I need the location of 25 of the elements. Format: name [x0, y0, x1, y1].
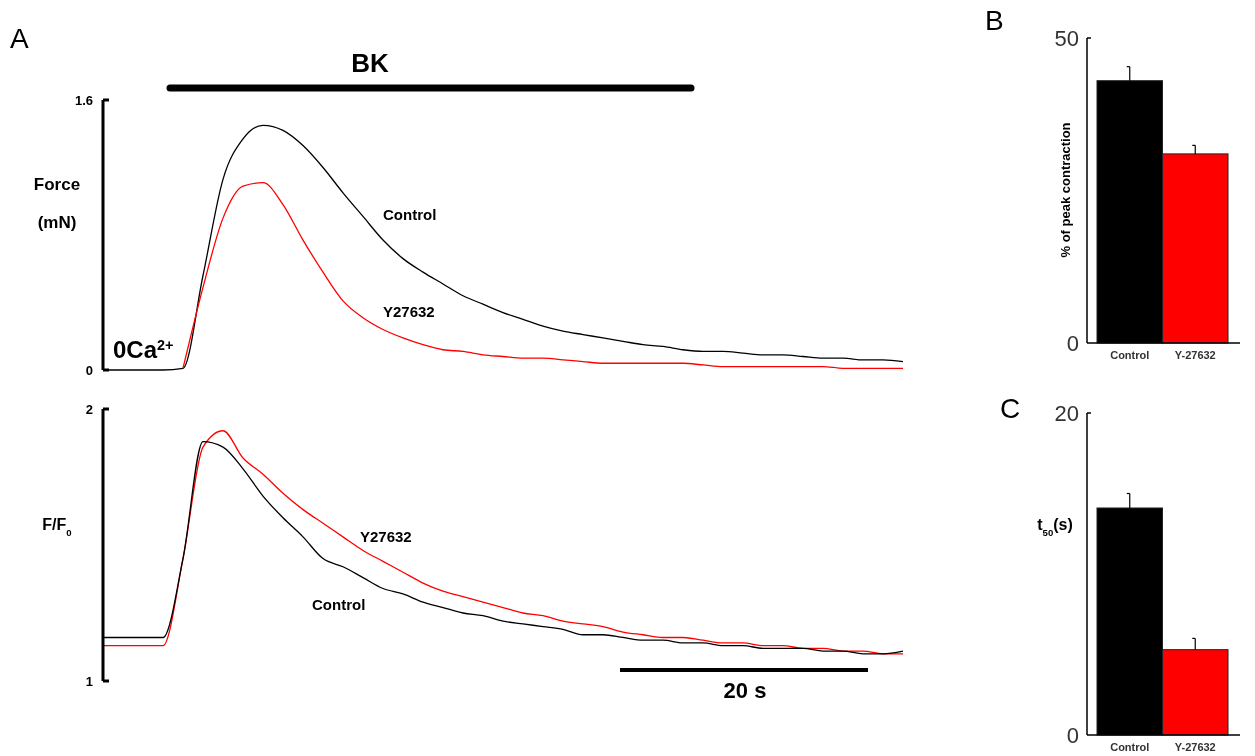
y-tick-label: 0	[1066, 330, 1079, 356]
chart-title: A	[10, 23, 29, 54]
y-tick-label: 50	[1054, 25, 1079, 51]
chart-title: C	[1000, 393, 1021, 424]
chart-title: B	[985, 5, 1004, 36]
series-label: Y27632	[360, 528, 412, 545]
annotation: 20 s	[723, 678, 767, 703]
series-label: Y27632	[383, 303, 435, 320]
y-tick-label: 1	[85, 673, 93, 689]
x-tick-label: Y-27632	[1174, 741, 1216, 753]
y-tick-label: 0	[85, 362, 93, 378]
line-series	[182, 182, 904, 369]
y-axis-title: t$_{50}$(s)	[1037, 516, 1073, 538]
y-tick-label: 0	[1066, 722, 1079, 748]
annotation: 0Ca$^{2+}$	[113, 336, 174, 363]
x-tick-label: Y-27632	[1174, 349, 1216, 361]
y-axis-title: Force (mN)	[33, 175, 81, 232]
series-label: Control	[383, 206, 437, 223]
y-axis-title: F/F$_{0}$	[42, 516, 72, 538]
y-tick-label: 2	[85, 401, 93, 417]
y-axis-title: % of peak contraction	[1058, 122, 1073, 258]
text: BK	[351, 48, 389, 78]
y-tick-label: 1.6	[74, 92, 93, 108]
y-tick-label: 20	[1054, 400, 1079, 426]
series-label: Control	[312, 596, 366, 613]
